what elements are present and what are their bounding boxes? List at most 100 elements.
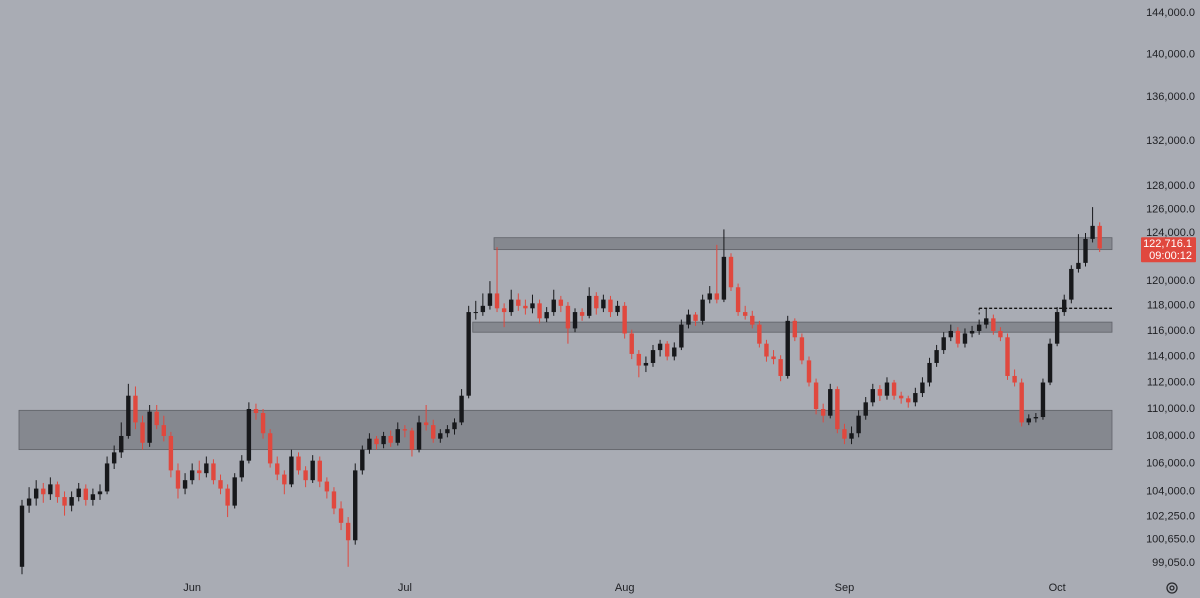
candle-body: [509, 299, 514, 313]
candle-body: [558, 299, 564, 306]
candle-body: [126, 395, 131, 436]
candle-body: [664, 343, 670, 357]
candle-body: [232, 477, 237, 506]
candles: [19, 207, 1102, 575]
candle-body: [402, 429, 408, 431]
candle-body: [83, 488, 89, 500]
candle-body: [636, 353, 642, 366]
candle-body: [19, 505, 25, 567]
candle-body: [296, 456, 301, 471]
candle-body: [452, 422, 457, 430]
candle-body: [275, 463, 280, 475]
candle-body: [119, 435, 124, 453]
candle-body: [913, 393, 918, 403]
y-tick-label: 108,000.0: [1146, 430, 1195, 442]
x-tick-label: Jul: [398, 582, 412, 594]
candle-body: [388, 435, 393, 443]
candle-body: [211, 463, 216, 481]
candle-body: [239, 460, 244, 478]
y-tick-label: 118,000.0: [1147, 300, 1195, 312]
candle-body: [735, 287, 741, 313]
candle-body: [750, 315, 755, 325]
candle-body: [551, 299, 556, 313]
candle-body: [679, 324, 684, 348]
candle-body: [962, 333, 968, 344]
candle-body: [480, 305, 486, 313]
y-tick-label: 128,000.0: [1146, 180, 1195, 192]
candle-body: [253, 408, 259, 414]
candle-body: [948, 330, 953, 338]
price-zone: [472, 321, 1113, 333]
candle-body: [324, 481, 330, 492]
candle-body: [445, 429, 450, 434]
candle-body: [969, 330, 975, 334]
candle-body: [1047, 343, 1053, 383]
candle-body: [161, 425, 166, 436]
candle-body: [431, 425, 436, 439]
candle-body: [1062, 299, 1067, 313]
candle-body: [991, 318, 996, 331]
candle-body: [544, 312, 549, 319]
candle-body: [353, 470, 358, 541]
candle-body: [317, 460, 322, 482]
price-zone: [493, 237, 1113, 251]
candle-body: [849, 433, 854, 439]
candle-body: [941, 337, 946, 351]
candle-body: [26, 498, 32, 506]
settings-icon[interactable]: [1166, 582, 1178, 594]
candle-body: [1019, 382, 1024, 423]
candle-body: [565, 305, 571, 329]
candle-body: [984, 318, 989, 325]
candle-body: [438, 433, 443, 439]
candle-body: [828, 389, 833, 416]
y-tick-label: 102,250.0: [1146, 510, 1195, 522]
candle-body: [877, 389, 883, 396]
candle-body: [1005, 337, 1010, 376]
candle-body: [1033, 417, 1039, 419]
candle-body: [303, 470, 308, 481]
candle-body: [360, 449, 365, 471]
y-tick-label: 100,650.0: [1146, 533, 1195, 545]
y-tick-label: 126,000.0: [1146, 203, 1195, 215]
candle-body: [189, 470, 195, 481]
candle-body: [792, 320, 798, 338]
candle-body: [579, 312, 585, 316]
candle-body: [33, 488, 39, 499]
candle-body: [1054, 312, 1060, 344]
candle-body: [998, 330, 1003, 338]
last-price-label: 122,716.1: [1143, 238, 1192, 250]
y-tick-label: 114,000.0: [1147, 350, 1195, 362]
candle-body: [771, 356, 776, 360]
candle-body: [927, 362, 932, 383]
candle-body: [289, 456, 294, 485]
candle-body: [920, 382, 925, 394]
y-tick-label: 132,000.0: [1146, 135, 1195, 147]
x-tick-label: Oct: [1049, 582, 1066, 594]
candle-body: [97, 491, 103, 495]
y-tick-label: 110,000.0: [1147, 403, 1195, 415]
candle-body: [466, 312, 471, 396]
candle-body: [778, 359, 783, 376]
candle-body: [267, 433, 273, 464]
candle-body: [225, 488, 230, 506]
y-tick-label: 120,000.0: [1146, 275, 1195, 287]
candle-body: [55, 484, 60, 498]
zones: [18, 237, 1113, 451]
candle-body: [62, 497, 67, 506]
y-tick-label: 104,000.0: [1146, 485, 1195, 497]
candle-body: [1012, 375, 1017, 383]
candle-body: [587, 295, 592, 316]
candle-body: [870, 389, 875, 403]
candle-body: [672, 347, 677, 357]
candle-body: [976, 324, 982, 331]
candle-body: [345, 522, 351, 541]
countdown-label: 09:00:12: [1149, 250, 1192, 262]
candle-body: [409, 430, 415, 450]
candle-body: [537, 303, 542, 319]
y-tick-label: 116,000.0: [1147, 325, 1195, 337]
y-tick-label: 144,000.0: [1146, 7, 1195, 19]
candle-body: [218, 480, 223, 489]
candle-body: [764, 343, 769, 357]
candle-body: [693, 314, 698, 321]
candle-body: [76, 488, 81, 498]
